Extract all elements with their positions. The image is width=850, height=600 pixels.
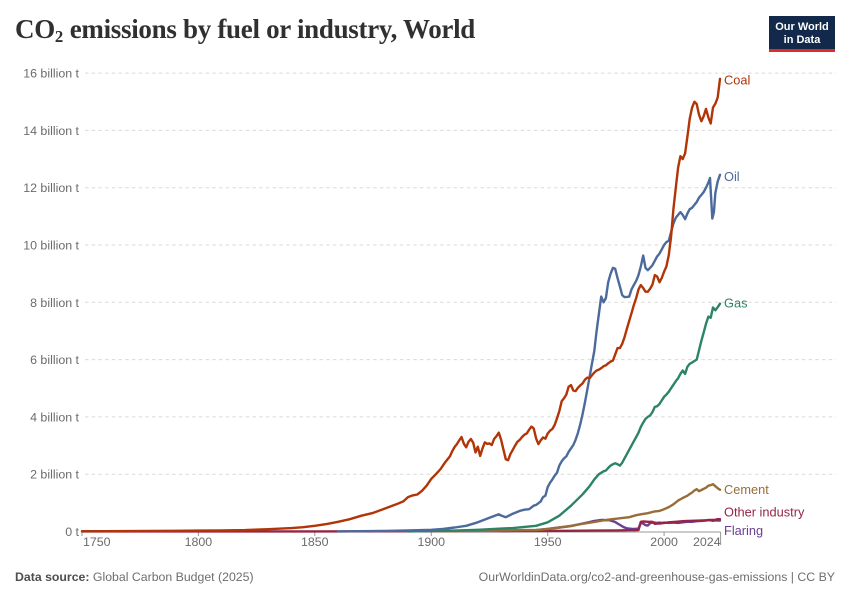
svg-text:1800: 1800 <box>185 535 213 549</box>
svg-text:12 billion t: 12 billion t <box>23 181 79 195</box>
svg-text:Gas: Gas <box>724 296 747 311</box>
svg-text:0 t: 0 t <box>65 525 79 539</box>
svg-text:Cement: Cement <box>724 482 769 497</box>
svg-text:Flaring: Flaring <box>724 523 763 538</box>
svg-text:8 billion t: 8 billion t <box>30 296 79 310</box>
svg-text:2000: 2000 <box>650 535 678 549</box>
svg-text:2 billion t: 2 billion t <box>30 468 79 482</box>
svg-text:14 billion t: 14 billion t <box>23 124 79 138</box>
svg-text:1850: 1850 <box>301 535 329 549</box>
svg-text:6 billion t: 6 billion t <box>30 353 79 367</box>
svg-text:1900: 1900 <box>418 535 446 549</box>
svg-text:10 billion t: 10 billion t <box>23 239 79 253</box>
svg-text:4 billion t: 4 billion t <box>30 410 79 424</box>
svg-text:Oil: Oil <box>724 169 740 184</box>
svg-text:Coal: Coal <box>724 73 750 88</box>
svg-text:16 billion t: 16 billion t <box>23 67 79 81</box>
svg-text:1950: 1950 <box>534 535 562 549</box>
svg-text:Other industry: Other industry <box>724 505 805 520</box>
svg-text:1750: 1750 <box>83 535 111 549</box>
svg-text:2024: 2024 <box>693 535 721 549</box>
